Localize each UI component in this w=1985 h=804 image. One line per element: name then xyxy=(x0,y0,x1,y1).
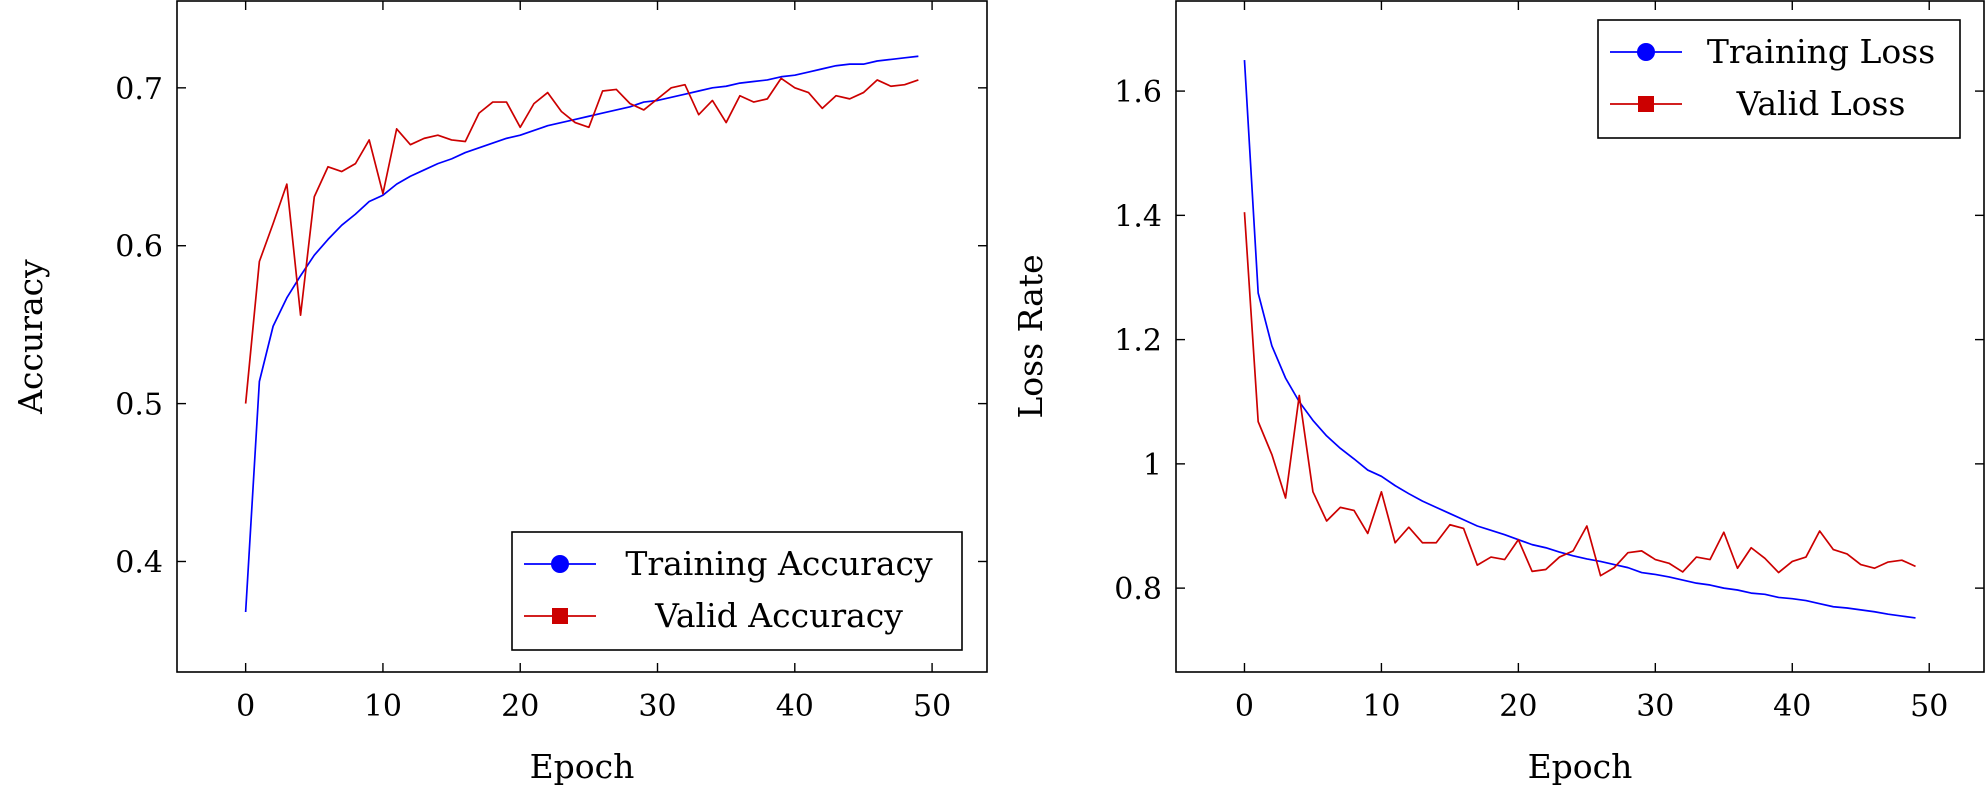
series-line-1 xyxy=(1243,59,1916,619)
legend: Training Accuracy Valid Accuracy xyxy=(511,531,963,651)
y-axis-label: Loss Rate xyxy=(1011,254,1050,418)
y-tick-label: 1.6 xyxy=(1114,75,1162,110)
y-tick-label: 0.4 xyxy=(115,545,163,580)
y-tick-label: 0.6 xyxy=(115,230,163,265)
legend-marker-circle xyxy=(1637,43,1655,61)
y-tick-label: 0.5 xyxy=(115,388,163,423)
legend: Training Loss Valid Loss xyxy=(1597,19,1961,139)
x-tick-label: 30 xyxy=(638,689,676,724)
plot-frame xyxy=(176,0,988,673)
y-tick-label: 1.4 xyxy=(1114,199,1162,234)
x-tick-label: 0 xyxy=(236,689,255,724)
x-tick-label: 20 xyxy=(501,689,539,724)
x-axis-label: Epoch xyxy=(1528,747,1633,786)
x-tick-label: 40 xyxy=(776,689,814,724)
x-tick-label: 40 xyxy=(1773,689,1811,724)
series-line-1 xyxy=(244,55,919,613)
legend-box xyxy=(511,531,963,651)
legend-marker-square xyxy=(1638,96,1654,112)
series-line-2 xyxy=(244,77,919,404)
legend-label-1: Training Accuracy xyxy=(625,544,933,583)
x-tick-label: 0 xyxy=(1235,689,1254,724)
legend-marker-square xyxy=(552,608,568,624)
legend-box xyxy=(1597,19,1961,139)
y-tick-label: 1.2 xyxy=(1114,324,1162,359)
legend-label-2: Valid Loss xyxy=(1736,84,1906,123)
x-tick-label: 50 xyxy=(1910,689,1948,724)
legend-label-2: Valid Accuracy xyxy=(654,596,903,635)
plot-frame xyxy=(1175,0,1985,673)
x-tick-label: 50 xyxy=(913,689,951,724)
y-tick-label: 0.7 xyxy=(115,72,163,107)
y-axis-label: Accuracy xyxy=(11,259,50,415)
series-line-2 xyxy=(1243,212,1916,577)
chart-2: 0 10 20 30 40 50 0.8 1 1.2 1.4 1.6 Epoch Loss Rate Tr… xyxy=(1011,0,1985,786)
chart-1: 0 10 20 30 40 50 0.4 0.5 0.6 0.7 Epoch Accuracy Trai… xyxy=(11,0,988,786)
x-axis-label: Epoch xyxy=(530,747,635,786)
x-tick-label: 10 xyxy=(364,689,402,724)
y-tick-label: 0.8 xyxy=(1114,572,1162,607)
legend-marker-circle xyxy=(551,555,569,573)
x-tick-label: 10 xyxy=(1362,689,1400,724)
x-tick-label: 20 xyxy=(1499,689,1537,724)
legend-label-1: Training Loss xyxy=(1707,32,1935,71)
x-tick-label: 30 xyxy=(1636,689,1674,724)
y-tick-label: 1 xyxy=(1143,448,1162,483)
